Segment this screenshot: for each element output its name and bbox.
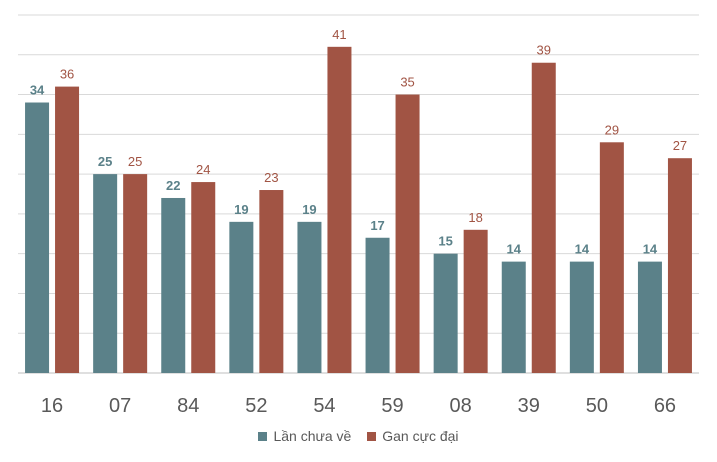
bar-series-1-39 [501, 261, 526, 373]
data-label: 27 [673, 138, 687, 153]
data-label: 25 [98, 154, 112, 169]
bar-series-2-59 [395, 94, 420, 374]
legend-swatch-series-1 [258, 432, 268, 441]
data-label: 41 [332, 27, 346, 42]
x-tick-label: 08 [450, 395, 472, 417]
bar-series-1-52 [229, 221, 254, 373]
bar-series-2-07 [123, 174, 148, 373]
data-label: 35 [400, 75, 414, 90]
bar-series-1-54 [297, 221, 322, 373]
data-label: 14 [575, 242, 590, 257]
bar-series-2-50 [599, 142, 624, 373]
legend-label-series-2: Gan cực đại [382, 428, 459, 444]
x-tick-label: 16 [41, 395, 63, 417]
data-label: 23 [264, 170, 278, 185]
x-tick-label: 50 [586, 395, 608, 417]
data-labels: 34 36 25 25 22 24 19 23 19 41 17 35 15 18 14 39 14 29 14 27 [30, 27, 687, 257]
bar-series-2-84 [191, 182, 216, 373]
data-label: 39 [537, 43, 551, 58]
data-label: 14 [643, 242, 658, 257]
bar-series-1-66 [637, 261, 662, 373]
x-tick-label: 84 [177, 395, 199, 417]
data-label: 36 [60, 67, 74, 82]
data-label: 22 [166, 178, 180, 193]
data-label: 19 [234, 202, 248, 217]
bars [25, 46, 692, 374]
legend-item-series-2: Gan cực đại [367, 428, 459, 444]
legend-item-series-1: Lần chưa về [258, 428, 351, 444]
legend-swatch-series-2 [367, 432, 377, 441]
bar-series-1-16 [25, 102, 50, 373]
bar-series-1-07 [93, 174, 118, 373]
x-tick-label: 66 [654, 395, 676, 417]
data-label: 14 [507, 242, 522, 257]
bar-series-2-16 [55, 86, 80, 373]
gridlines [18, 14, 699, 374]
bar-series-2-39 [531, 62, 556, 373]
bar-series-2-52 [259, 190, 284, 373]
data-label: 19 [302, 202, 316, 217]
x-tick-label: 39 [518, 395, 540, 417]
legend: Lần chưa về Gan cực đại [0, 428, 717, 444]
bar-series-2-66 [667, 158, 692, 373]
data-label: 17 [370, 218, 384, 233]
data-label: 34 [30, 83, 45, 98]
bar-series-1-59 [365, 237, 390, 373]
x-tick-label: 59 [381, 395, 403, 417]
bar-series-1-08 [433, 253, 458, 373]
bar-series-2-54 [327, 46, 352, 373]
data-label: 18 [468, 210, 482, 225]
x-tick-label: 52 [245, 395, 267, 417]
x-axis-ticks: 16 07 84 52 54 59 08 39 50 66 [41, 395, 676, 417]
bar-series-1-50 [569, 261, 594, 373]
bar-series-2-08 [463, 229, 488, 373]
data-label: 24 [196, 162, 210, 177]
data-label: 25 [128, 154, 142, 169]
legend-label-series-1: Lần chưa về [273, 428, 352, 444]
x-tick-label: 07 [109, 395, 131, 417]
x-tick-label: 54 [313, 395, 335, 417]
data-label: 15 [438, 234, 452, 249]
data-label: 29 [605, 122, 619, 137]
bar-series-1-84 [161, 197, 186, 373]
